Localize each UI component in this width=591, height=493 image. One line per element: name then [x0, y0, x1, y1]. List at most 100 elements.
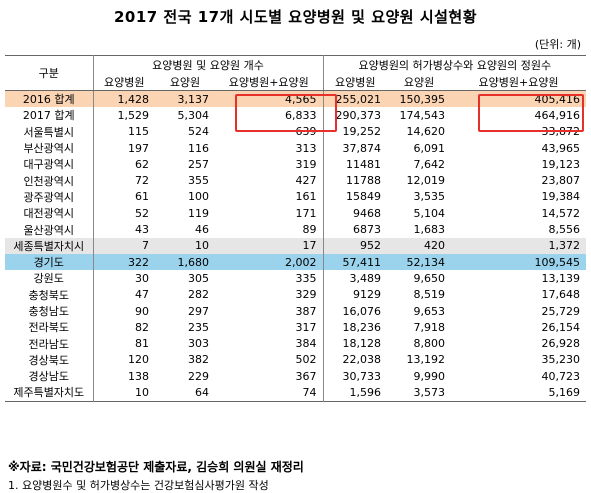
table-cell: 61	[135, 190, 149, 204]
table-cell: 47	[135, 288, 149, 302]
table-cell: 62	[135, 157, 149, 171]
table-cell: 9468	[353, 206, 382, 220]
table-cell: 313	[215, 139, 324, 157]
table-row: 울산광역시 43 46 89 6873 1,683 8,556	[5, 221, 586, 238]
table-cell: 1,529	[117, 108, 150, 122]
table-cell: 5,169	[548, 385, 581, 399]
table-cell: 9129	[353, 288, 382, 302]
table-cell: 197	[128, 141, 149, 155]
table-cell: 384	[215, 335, 324, 352]
header-capacity-group: 요양병원의 허가병상수와 요양원의 정원수	[358, 58, 552, 72]
table-cell: 150,395	[387, 90, 452, 108]
table-cell: 5,304	[177, 108, 210, 122]
row-label: 충청북도	[5, 286, 94, 303]
table-cell: 57,411	[323, 253, 388, 271]
row-label: 부산광역시	[5, 139, 94, 157]
table-cell: 119	[188, 206, 209, 220]
table-cell: 30,733	[342, 369, 382, 383]
table-cell: 10	[155, 237, 215, 254]
table-cell: 89	[215, 221, 324, 238]
table-cell: 23,807	[541, 174, 581, 188]
row-label: 2017 합계	[5, 107, 94, 124]
table-cell: 17,648	[541, 288, 581, 302]
page-title: 2017 전국 17개 시도별 요양병원 및 요양원 시설현황	[113, 8, 478, 26]
row-label: 대구광역시	[5, 156, 94, 173]
table-cell: 52,134	[387, 253, 452, 271]
header-sub: 요양병원+요양원	[451, 73, 587, 91]
table-cell: 255,021	[323, 90, 388, 108]
header-count-group: 요양병원 및 요양원 개수	[93, 55, 324, 73]
table-cell: 9,653	[413, 304, 446, 318]
table-cell: 1,680	[155, 253, 215, 271]
table-cell: 100	[188, 190, 209, 204]
table-cell: 13,139	[541, 271, 581, 285]
table-cell: 297	[188, 304, 209, 318]
table-cell: 317	[215, 319, 324, 336]
table-cell: 6873	[353, 223, 382, 237]
table-cell: 81	[135, 337, 149, 351]
table-cell: 22,038	[342, 353, 382, 367]
table-row: 경상북도 120 382 502 22,038 13,192 35,230	[5, 351, 586, 369]
table-cell: 1,372	[451, 237, 587, 254]
row-label: 경상북도	[5, 351, 94, 369]
table-cell: 11481	[346, 157, 382, 171]
row-label: 울산광역시	[5, 221, 94, 238]
table-cell: 120	[128, 353, 149, 367]
table-cell: 13,192	[406, 353, 446, 367]
table-cell: 10	[135, 385, 149, 399]
table-cell: 11788	[346, 174, 382, 188]
table-cell: 7,918	[413, 320, 446, 334]
table-row: 전라북도 82 235 317 18,236 7,918 26,154	[5, 319, 586, 336]
header-sub: 요양병원	[323, 73, 388, 91]
table-row: 충청남도 90 297 387 16,076 9,653 25,729	[5, 302, 586, 320]
table-cell: 138	[128, 369, 149, 383]
table-cell: 26,928	[541, 337, 581, 351]
table-cell: 305	[188, 271, 209, 285]
table-row: 인천광역시 72 355 427 11788 12,019 23,807	[5, 172, 586, 189]
footnote: 1. 요양병원수 및 허가병상수는 건강보험심사평가원 작성	[8, 479, 269, 492]
header-sub: 요양병원	[93, 73, 155, 91]
highlight-box-capacity-total	[478, 94, 584, 132]
row-label: 대전광역시	[5, 205, 94, 222]
table-cell: 7	[93, 237, 155, 254]
header-sub: 요양병원+요양원	[215, 73, 324, 91]
table-row: 경상남도 138 229 367 30,733 9,990 40,723	[5, 368, 586, 385]
table-cell: 290,373	[335, 108, 382, 122]
table-cell: 952	[323, 237, 388, 254]
table-cell: 72	[135, 174, 149, 188]
table-row: 광주광역시 61 100 161 15849 3,535 19,384	[5, 188, 586, 206]
table-cell: 9,990	[413, 369, 446, 383]
table-row: 충청북도 47 282 329 9129 8,519 17,648	[5, 286, 586, 303]
row-label: 경상남도	[5, 368, 94, 385]
table-cell: 18,236	[342, 320, 382, 334]
row-label: 강원도	[5, 270, 94, 287]
table-cell: 40,723	[541, 369, 581, 383]
table-cell: 174,543	[399, 108, 446, 122]
table-cell: 6,833	[215, 107, 324, 124]
table-cell: 257	[188, 157, 209, 171]
table-cell: 524	[188, 125, 209, 139]
row-label: 전라남도	[5, 335, 94, 352]
table-row: 전라남도 81 303 384 18,128 8,800 26,928	[5, 335, 586, 352]
table-cell: 16,076	[342, 304, 382, 318]
table-cell: 26,154	[541, 320, 581, 334]
row-label: 세종특별자치시	[5, 237, 94, 254]
table-cell: 17	[215, 237, 324, 254]
table-cell: 19,123	[541, 157, 581, 171]
table-cell: 355	[188, 174, 209, 188]
table-cell: 74	[215, 384, 324, 402]
table-cell: 109,545	[451, 253, 587, 271]
table-row: 부산광역시 197 116 313 37,874 6,091 43,965	[5, 139, 586, 157]
table-cell: 1,683	[413, 223, 446, 237]
row-label: 인천광역시	[5, 172, 94, 189]
table-row: 세종특별자치시 7 10 17 952 420 1,372	[5, 237, 587, 254]
table-row: 경기도 322 1,680 2,002 57,411 52,134 109,545	[5, 253, 587, 271]
table-cell: 387	[215, 302, 324, 320]
table-cell: 43	[135, 223, 149, 237]
table-cell: 329	[215, 286, 324, 303]
table-cell: 382	[188, 353, 209, 367]
table-row: 강원도 30 305 335 3,489 9,650 13,139	[5, 270, 586, 287]
source-note: ※자료: 국민건강보험공단 제출자료, 김승희 의원실 재정리	[8, 460, 304, 474]
table-cell: 9,650	[413, 271, 446, 285]
table-cell: 282	[188, 288, 209, 302]
